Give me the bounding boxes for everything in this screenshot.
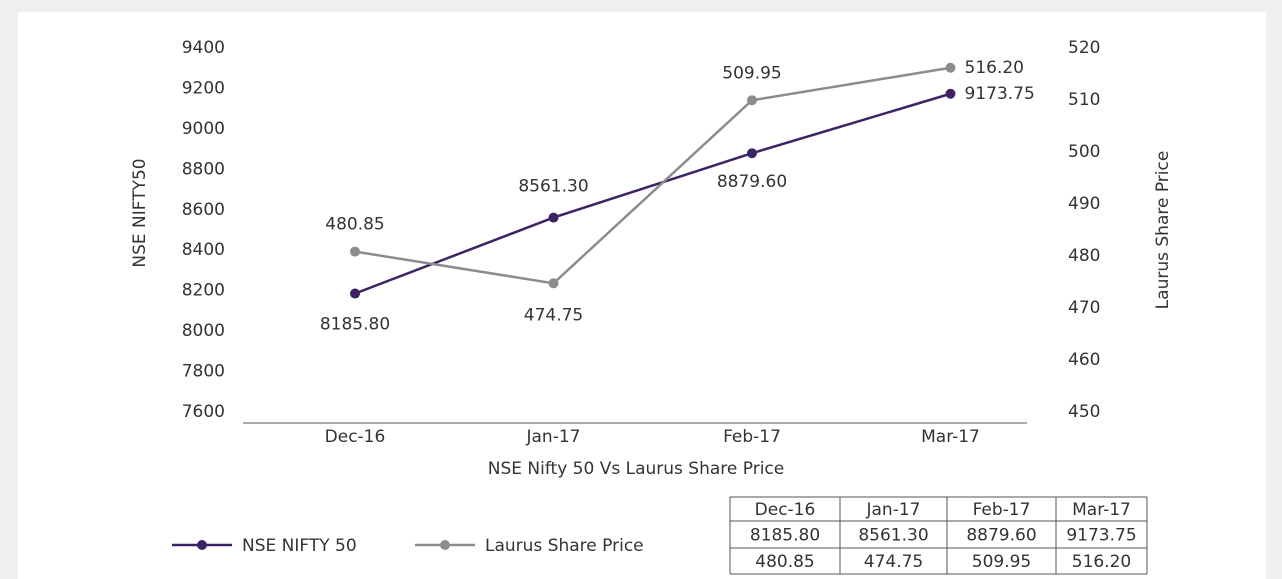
table-cell: 8879.60 (966, 526, 1036, 546)
table-cell: 9173.75 (1066, 526, 1136, 546)
point (747, 95, 757, 106)
legend-label: Laurus Share Price (485, 536, 644, 556)
data-label: 509.95 (722, 63, 781, 83)
y2-tick-label: 490 (1068, 194, 1100, 214)
panel (18, 12, 1266, 579)
legend-marker (440, 540, 450, 550)
y2-tick-label: 520 (1068, 38, 1100, 58)
point (945, 88, 956, 99)
y-tick-label: 8600 (182, 200, 225, 220)
legend-marker (197, 540, 207, 550)
point (548, 212, 559, 223)
table-cell: 509.95 (972, 552, 1031, 572)
x-tick-label: Dec-16 (325, 427, 386, 447)
y-tick-label: 8000 (182, 321, 225, 341)
data-label: 516.20 (965, 58, 1024, 78)
point (747, 148, 757, 159)
table-header: Jan-17 (866, 500, 921, 520)
x-tick-label: Mar-17 (921, 427, 980, 447)
y2-tick-label: 480 (1068, 246, 1100, 266)
y2-tick-label: 500 (1068, 142, 1100, 162)
point (350, 288, 360, 299)
y-tick-label: 7600 (182, 402, 225, 422)
y-tick-label: 7800 (182, 362, 225, 382)
y2-tick-label: 450 (1068, 402, 1100, 422)
y-tick-label: 9400 (182, 38, 225, 58)
series-line (354, 66, 951, 285)
y-tick-label: 8200 (182, 281, 225, 301)
data-label: 8879.60 (717, 172, 787, 192)
data-label: 9173.75 (965, 84, 1035, 104)
table-header: Dec-16 (755, 500, 816, 520)
y-tick-label: 8400 (182, 240, 225, 260)
y2-axis-title: Laurus Share Price (1153, 151, 1173, 310)
table-cell: 474.75 (864, 552, 923, 572)
x-tick-label: Jan-17 (526, 427, 581, 447)
y-axis-title: NSE NIFTY50 (130, 158, 150, 267)
data-label: 8185.80 (320, 315, 390, 335)
x-tick-label: Feb-17 (723, 427, 781, 447)
table-cell: 8561.30 (858, 526, 928, 546)
y-tick-label: 8800 (182, 159, 225, 179)
data-label: 8561.30 (518, 177, 588, 197)
y-tick-label: 9000 (182, 119, 225, 139)
table-header: Mar-17 (1072, 500, 1131, 520)
table-cell: 516.20 (1072, 552, 1131, 572)
table-cell: 480.85 (755, 552, 814, 572)
data-label: 480.85 (325, 215, 384, 235)
table-cell: 8185.80 (750, 526, 820, 546)
y-tick-label: 9200 (182, 78, 225, 98)
legend-label: NSE NIFTY 50 (242, 536, 357, 556)
table-header: Feb-17 (973, 500, 1031, 520)
point (945, 62, 956, 73)
y2-tick-label: 470 (1068, 298, 1100, 318)
chart-title: NSE Nifty 50 Vs Laurus Share Price (488, 459, 784, 479)
point (548, 278, 559, 289)
y2-tick-label: 460 (1068, 350, 1100, 370)
point (350, 246, 360, 257)
series-line (354, 92, 951, 295)
data-label: 474.75 (524, 305, 583, 325)
y2-tick-label: 510 (1068, 90, 1100, 110)
